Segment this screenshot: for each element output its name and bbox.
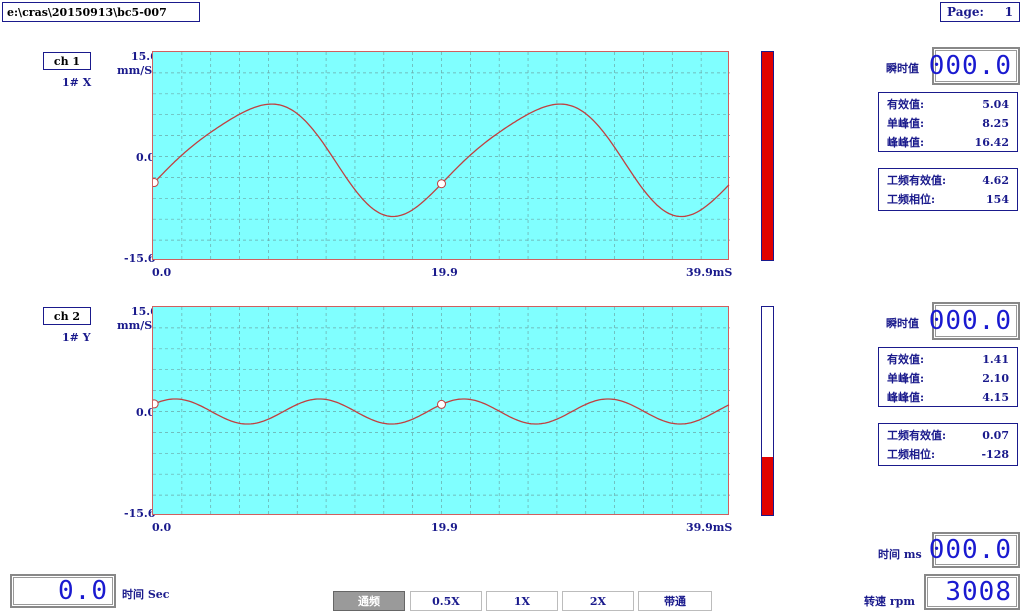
channel-1-sensor: 1# X xyxy=(62,76,92,89)
time-sec-value: 0.0 xyxy=(58,576,108,606)
stat-row: 峰峰值: 16.42 xyxy=(887,133,1009,152)
ch2-y-max: 15.6 xyxy=(131,305,158,318)
stat-row: 工频相位: -128 xyxy=(887,445,1009,464)
phase-marker xyxy=(437,179,446,189)
channel-2-button[interactable]: ch 2 xyxy=(43,307,91,325)
ch2-y-mid: 0.0 xyxy=(136,406,156,419)
stat-value: 0.07 xyxy=(982,429,1009,442)
rpm-label: 转速 rpm xyxy=(864,595,915,608)
time-ms-label: 时间 ms xyxy=(878,548,922,561)
ch1-waveform-svg xyxy=(153,52,730,261)
ch1-instant-label: 瞬时值 xyxy=(886,62,919,75)
channel-1-name: ch 1 xyxy=(53,55,81,68)
stat-row: 工频有效值: 4.62 xyxy=(887,171,1009,190)
ch1-x-start: 0.0 xyxy=(152,266,172,279)
ch2-level-bar xyxy=(761,306,774,516)
stat-value: 2.10 xyxy=(982,372,1009,385)
stat-value: 8.25 xyxy=(982,117,1009,130)
ch1-level-fill xyxy=(762,52,773,260)
stat-label: 峰峰值: xyxy=(887,391,925,404)
time-ms-display: 000.0 xyxy=(928,532,1020,568)
ch1-y-max: 15.6 xyxy=(131,50,158,63)
stat-label: 工频有效值: xyxy=(887,174,947,187)
time-ms-value: 000.0 xyxy=(928,535,1012,565)
ch2-level-fill xyxy=(762,456,773,515)
tab-label: 0.5X xyxy=(432,595,460,608)
stat-value: -128 xyxy=(981,448,1009,461)
stat-label: 有效值: xyxy=(887,353,925,366)
tab-label: 通频 xyxy=(358,595,380,608)
stat-label: 工频相位: xyxy=(887,193,936,206)
stat-row: 单峰值: 2.10 xyxy=(887,369,1009,388)
stat-label: 单峰值: xyxy=(887,372,925,385)
ch1-freq-stats-box: 工频有效值: 4.62 工频相位: 154 xyxy=(878,168,1018,211)
stat-label: 工频有效值: xyxy=(887,429,947,442)
ch1-x-end: 39.9mS xyxy=(686,266,733,279)
stat-label: 峰峰值: xyxy=(887,136,925,149)
ch1-instant-display: 000.0 xyxy=(928,47,1020,85)
stat-label: 单峰值: xyxy=(887,117,925,130)
ch2-stats-box: 有效值: 1.41 单峰值: 2.10 峰峰值: 4.15 xyxy=(878,347,1018,407)
stat-value: 4.62 xyxy=(982,174,1009,187)
channel-2-name: ch 2 xyxy=(53,310,81,323)
tab-2x[interactable]: 2X xyxy=(562,591,634,611)
tab-label: 2X xyxy=(589,595,607,608)
file-path-box: e:\cras\20150913\bc5-007 xyxy=(2,2,200,22)
ch1-y-min: -15.6 xyxy=(124,252,156,265)
ch2-x-start: 0.0 xyxy=(152,521,172,534)
time-sec-display: 0.0 xyxy=(10,574,116,608)
stat-value: 1.41 xyxy=(982,353,1009,366)
ch2-instant-value: 000.0 xyxy=(928,306,1012,336)
ch1-waveform-plot[interactable] xyxy=(152,51,730,261)
ch2-y-min: -15.6 xyxy=(124,507,156,520)
stat-label: 有效值: xyxy=(887,98,925,111)
phase-marker xyxy=(437,399,446,409)
page-number: 1 xyxy=(1004,5,1013,19)
stat-row: 峰峰值: 4.15 xyxy=(887,388,1009,407)
ch1-instant-value: 000.0 xyxy=(928,51,1012,81)
ch2-x-mid: 19.9 xyxy=(431,521,458,534)
ch2-instant-display: 000.0 xyxy=(928,302,1020,340)
stat-label: 工频相位: xyxy=(887,448,936,461)
stat-value: 4.15 xyxy=(982,391,1009,404)
tab-label: 带通 xyxy=(664,595,686,608)
channel-2-sensor: 1# Y xyxy=(62,331,91,344)
ch2-waveform-plot[interactable] xyxy=(152,306,730,516)
page-indicator: Page: 1 xyxy=(940,2,1020,22)
stat-row: 工频有效值: 0.07 xyxy=(887,426,1009,445)
ch2-freq-stats-box: 工频有效值: 0.07 工频相位: -128 xyxy=(878,423,1018,466)
ch2-x-end: 39.9mS xyxy=(686,521,733,534)
rpm-display: 3008 xyxy=(924,574,1020,610)
tab-1x[interactable]: 1X xyxy=(486,591,558,611)
ch2-unit: mm/S xyxy=(117,319,153,332)
phase-marker xyxy=(153,178,159,188)
ch1-level-bar xyxy=(761,51,774,261)
stat-row: 单峰值: 8.25 xyxy=(887,114,1009,133)
stat-row: 有效值: 1.41 xyxy=(887,350,1009,369)
stat-value: 16.42 xyxy=(974,136,1009,149)
ch2-waveform-svg xyxy=(153,307,730,516)
ch1-x-mid: 19.9 xyxy=(431,266,458,279)
stat-value: 154 xyxy=(986,193,1009,206)
tab-0.5x[interactable]: 0.5X xyxy=(410,591,482,611)
ch1-stats-box: 有效值: 5.04 单峰值: 8.25 峰峰值: 16.42 xyxy=(878,92,1018,152)
stat-row: 有效值: 5.04 xyxy=(887,95,1009,114)
channel-1-button[interactable]: ch 1 xyxy=(43,52,91,70)
ch1-unit: mm/S xyxy=(117,64,153,77)
page-label: Page: xyxy=(947,5,984,19)
tab-broadband[interactable]: 通频 xyxy=(333,591,405,611)
tab-label: 1X xyxy=(513,595,531,608)
file-path: e:\cras\20150913\bc5-007 xyxy=(7,6,167,19)
rpm-value: 3008 xyxy=(945,577,1012,607)
time-sec-label: 时间 Sec xyxy=(122,588,170,601)
ch1-y-mid: 0.0 xyxy=(136,151,156,164)
ch2-instant-label: 瞬时值 xyxy=(886,317,919,330)
stat-row: 工频相位: 154 xyxy=(887,190,1009,209)
stat-value: 5.04 xyxy=(982,98,1009,111)
phase-marker xyxy=(153,399,159,409)
tab-bandpass[interactable]: 带通 xyxy=(638,591,712,611)
